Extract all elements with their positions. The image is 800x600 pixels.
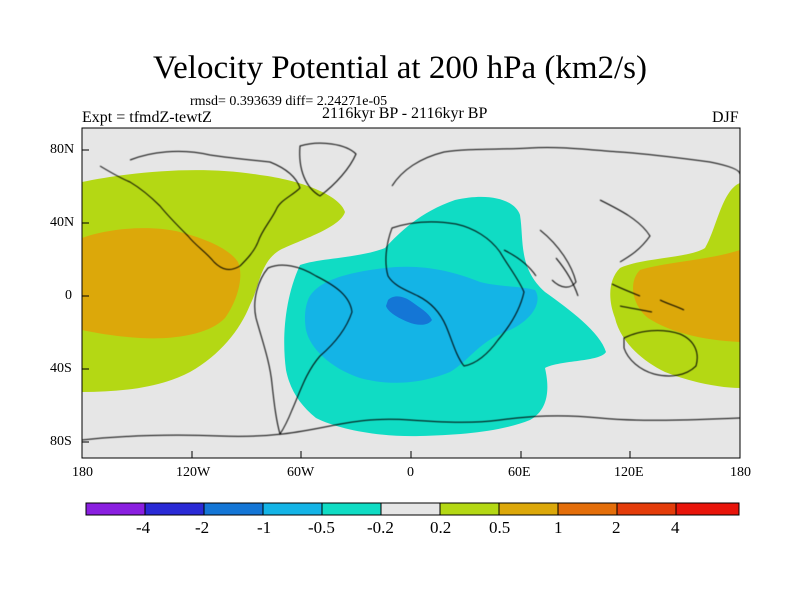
coast-eurasia (391, 146, 740, 288)
coast-north-america (99, 150, 301, 270)
coast-maritime (611, 283, 685, 313)
x-tick-label: 60E (508, 465, 531, 480)
colorbar-box-4 (262, 502, 323, 516)
colorbar-box-7 (439, 502, 500, 516)
colorbar-label: 0.5 (489, 518, 511, 537)
colorbar-box-6 (380, 502, 441, 516)
colorbar-box-10 (616, 502, 677, 516)
contour-wpac-0.5 (633, 250, 740, 342)
coast-south-america (254, 264, 353, 436)
plot-title: Velocity Potential at 200 hPa (km2/s) (152, 50, 648, 86)
x-tick-label: 180 (730, 465, 751, 480)
y-axis-ticks (82, 149, 89, 443)
coast-greenland (299, 142, 357, 197)
colorbar-box-1 (85, 502, 146, 516)
colorbar-box-2 (144, 502, 205, 516)
colorbar-label: -0.5 (308, 518, 335, 537)
y-tick-label: 80S (50, 434, 72, 449)
x-tick-label: 180 (72, 465, 93, 480)
x-tick-label: 60W (287, 465, 315, 480)
x-tick-label: 120E (614, 465, 644, 480)
coast-south-asia (503, 249, 579, 297)
y-tick-label: 40N (50, 215, 75, 230)
coast-australia (623, 330, 698, 377)
contour-epac-0.5 (82, 228, 241, 339)
colorbar-box-8 (498, 502, 559, 516)
y-tick-label: 0 (65, 288, 72, 303)
colorbar-box-9 (557, 502, 618, 516)
coastlines (82, 142, 740, 441)
colorbar-label: -4 (136, 518, 151, 537)
y-tick-label: 80N (50, 142, 75, 157)
y-tick-label: 40S (50, 361, 72, 376)
x-tick-label: 120W (176, 465, 211, 480)
season-label: DJF (712, 109, 739, 126)
colorbar-label: 4 (671, 518, 680, 537)
x-tick-label: 0 (407, 465, 414, 480)
colorbar-label: 0.2 (430, 518, 452, 537)
colorbar-box-5 (321, 502, 382, 516)
colorbar-label: 1 (554, 518, 563, 537)
stats-label: rmsd= 0.393639 diff= 2.24271e-05 (190, 94, 388, 109)
contour-fields (82, 170, 740, 437)
colorbar-label: -0.2 (367, 518, 394, 537)
colorbar-label: -1 (257, 518, 272, 537)
colorbar-label: -2 (195, 518, 210, 537)
colorbar-box-3 (203, 502, 264, 516)
coast-antarctica (82, 415, 740, 441)
contour-atl-neg-1 (386, 296, 432, 325)
experiment-label: Expt = tfmdZ-tewtZ (82, 109, 212, 126)
colorbar-box-11 (675, 502, 740, 516)
x-axis-ticks (81, 451, 741, 458)
period-label: 2116kyr BP - 2116kyr BP (322, 105, 488, 122)
coast-africa (385, 221, 525, 367)
colorbar-label: 2 (612, 518, 621, 537)
colorbar (85, 502, 740, 516)
